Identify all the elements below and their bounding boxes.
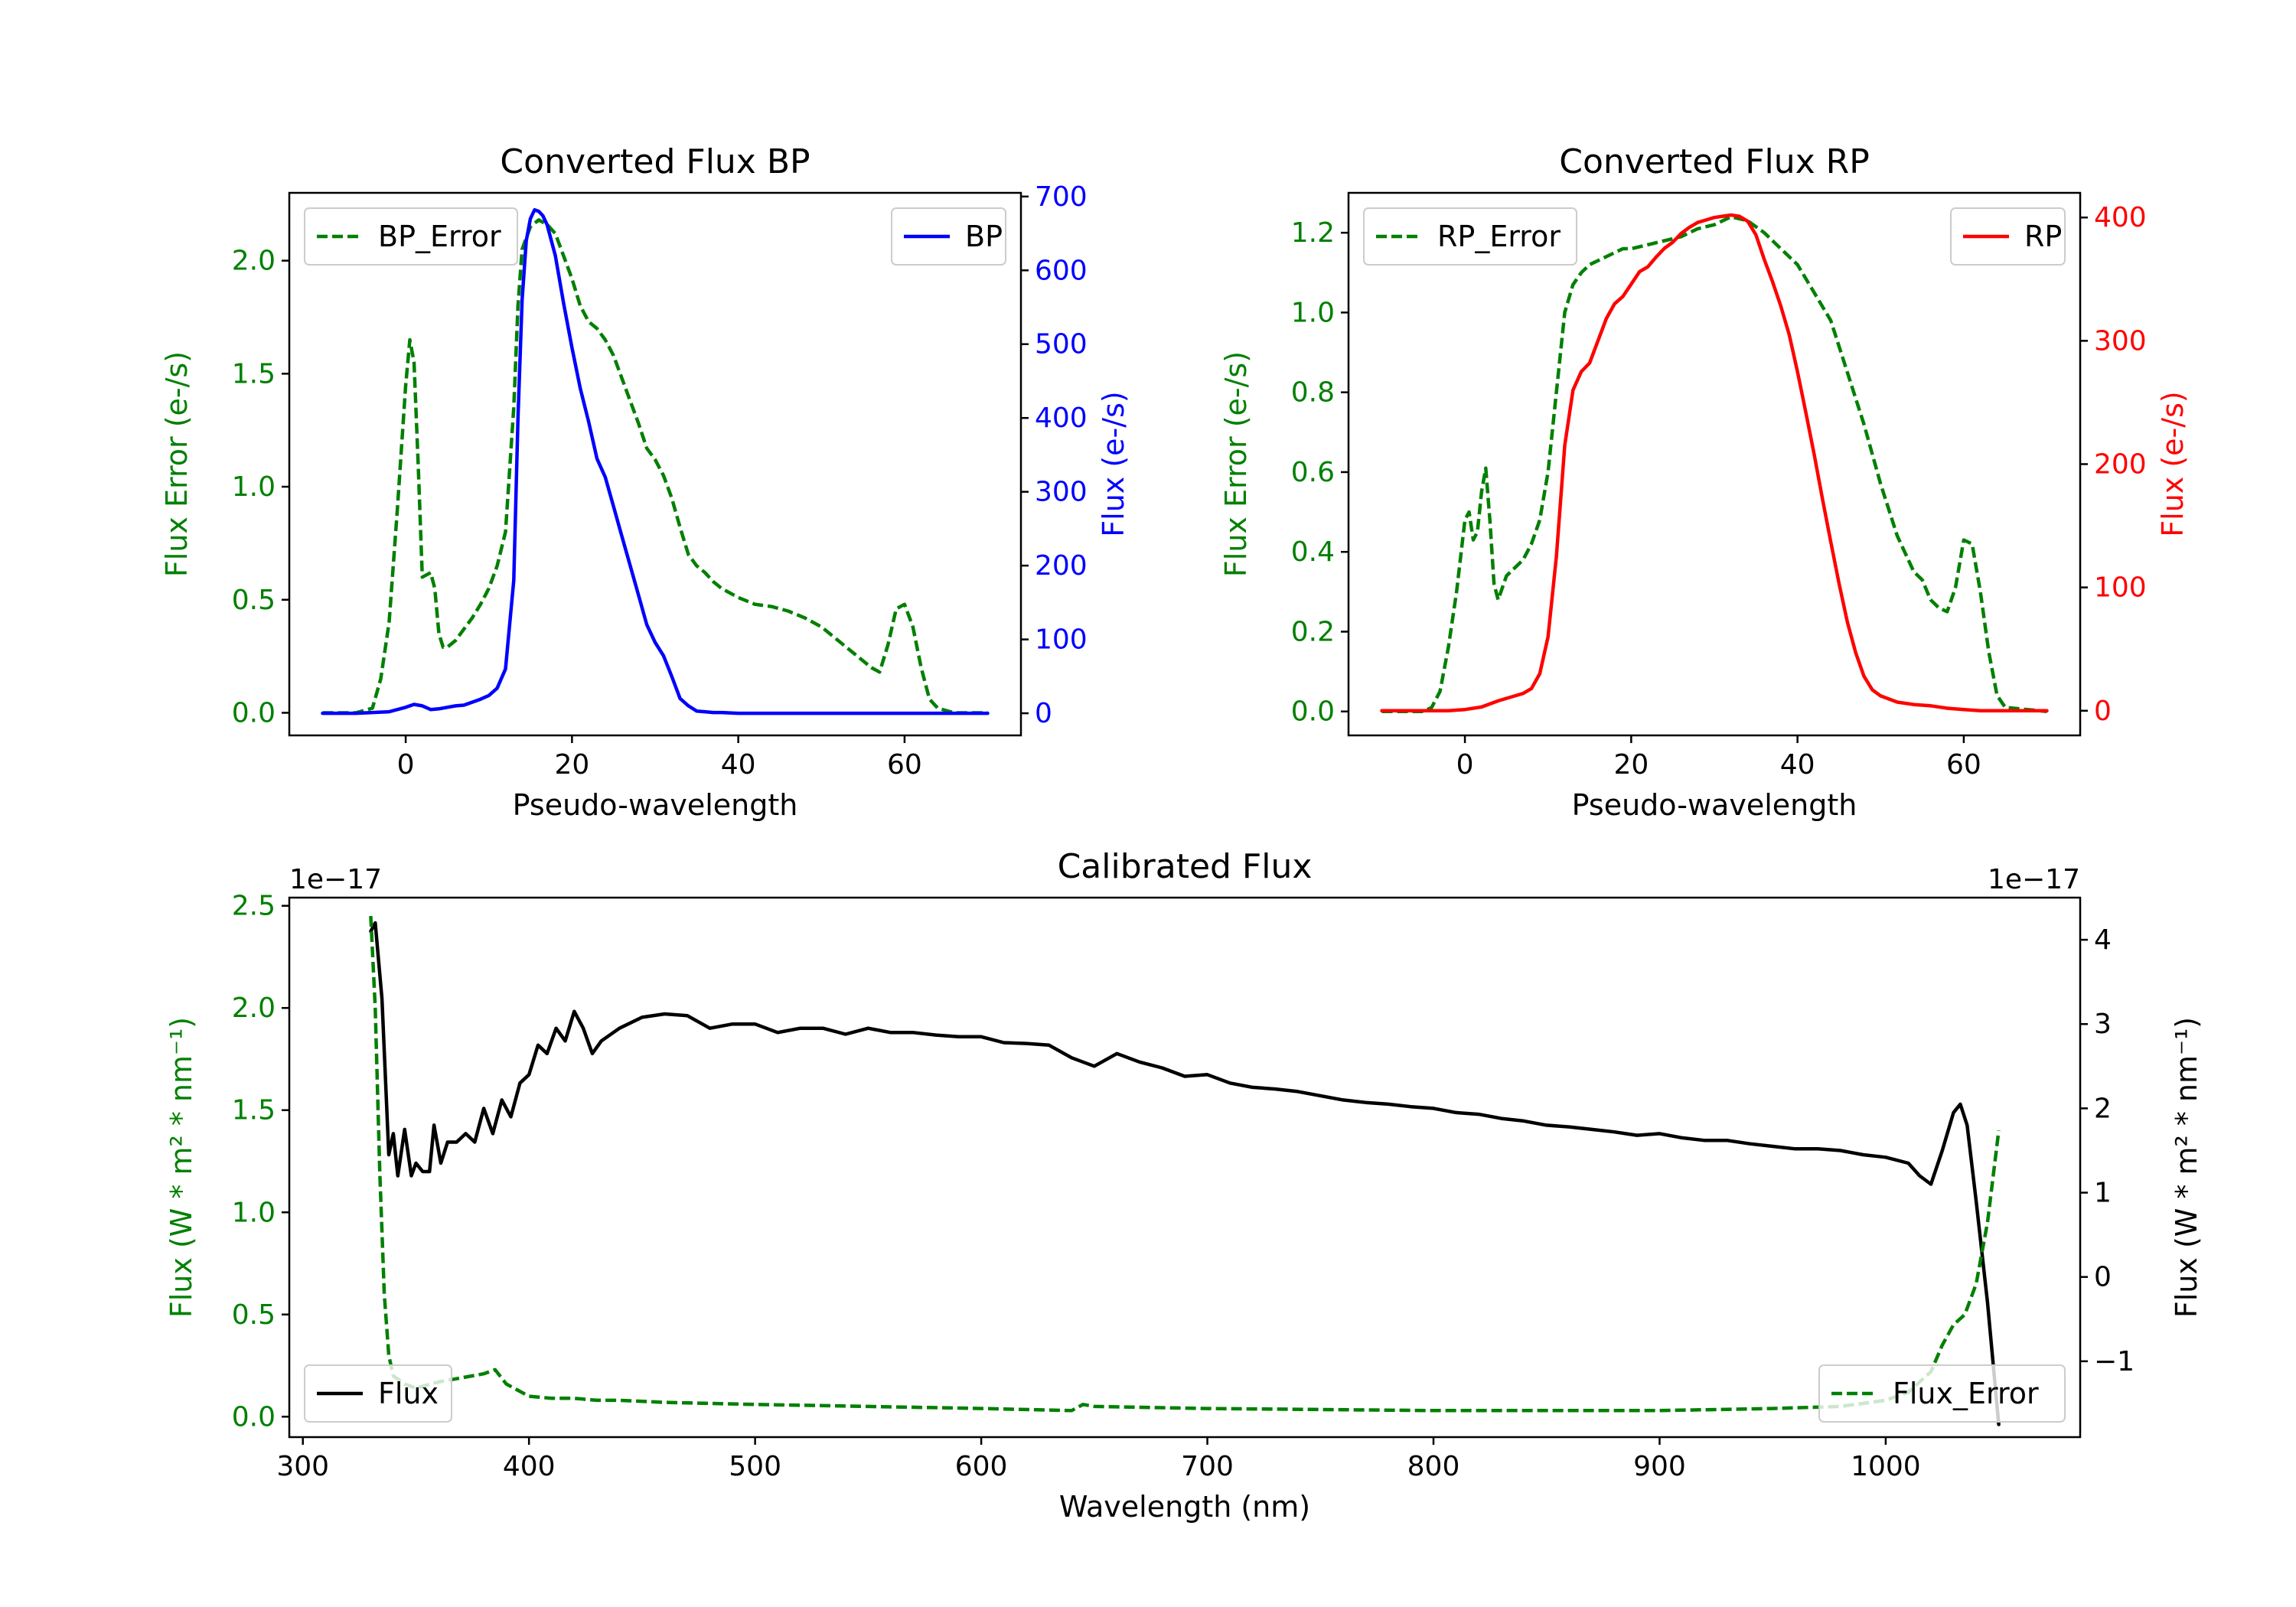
left-tick-label: 1.0: [1291, 297, 1335, 328]
legend-label: RP: [2024, 220, 2062, 253]
right-axis-label: Flux (e-/s): [2156, 391, 2190, 536]
left-offset-text: 1e−17: [289, 864, 382, 895]
x-tick-label: 900: [1633, 1451, 1686, 1482]
right-tick-label: 700: [1035, 181, 1088, 213]
chart-rp: 0 20 40 60 0.0 0.2 0.4 0.6 0.8 1.0 1.2 0 100 200 300 40…: [1219, 142, 2190, 822]
legend-rp_error: RP_Error: [1363, 207, 1577, 266]
left-tick-label: 0.5: [232, 585, 276, 616]
chart-title: Converted Flux BP: [500, 142, 810, 181]
series-line-rp_error: [1381, 215, 2047, 713]
chart-cal: 300 400 500 600 700 800 900 1000 0.0 0.5 1.0 1.5 2.0…: [165, 847, 2203, 1524]
x-axis-label: Wavelength (nm): [1059, 1490, 1310, 1524]
right-axis-label: Flux (W * m² * nm⁻¹): [2170, 1017, 2203, 1318]
right-axis-label: Flux (e-/s): [1097, 391, 1130, 536]
x-tick-label: 60: [887, 749, 922, 781]
x-tick-label: 600: [955, 1451, 1008, 1482]
legend-flux_error: Flux_Error: [1818, 1364, 2066, 1423]
left-tick-label: 1.0: [232, 471, 276, 503]
x-tick-label: 800: [1407, 1451, 1460, 1482]
chart-bp: 0 20 40 60 0.0 0.5 1.0 1.5 2.0 0 100 200 300 400 500 60…: [160, 142, 1130, 822]
chart-title: Converted Flux RP: [1559, 142, 1870, 181]
left-tick-label: 0.6: [1291, 457, 1335, 488]
right-tick-label: 200: [1035, 550, 1088, 582]
legend-label: Flux: [378, 1377, 439, 1410]
x-axis-label: Pseudo-wavelength: [1572, 788, 1857, 822]
left-tick-label: 0.0: [232, 1401, 276, 1433]
x-tick-label: 1000: [1851, 1451, 1921, 1482]
left-tick-label: 1.0: [232, 1197, 276, 1228]
x-tick-label: 40: [1780, 749, 1815, 781]
right-tick-label: 2: [2094, 1093, 2112, 1124]
x-tick-label: 500: [729, 1451, 781, 1482]
right-tick-label: 400: [2094, 202, 2147, 233]
legend-label: BP_Error: [378, 220, 501, 253]
x-tick-label: 20: [1613, 749, 1649, 781]
right-tick-label: −1: [2094, 1346, 2135, 1377]
right-tick-label: 300: [2094, 325, 2147, 357]
right-offset-text: 1e−17: [1988, 864, 2080, 895]
left-tick-label: 0.5: [232, 1299, 276, 1331]
legend-flux: Flux: [304, 1364, 452, 1423]
chart-title: Calibrated Flux: [1058, 847, 1313, 886]
series-line-bp: [321, 207, 990, 715]
right-tick-label: 4: [2094, 924, 2112, 956]
left-axis-label: Flux Error (e-/s): [1219, 351, 1253, 577]
left-axis-label: Flux Error (e-/s): [160, 351, 194, 577]
left-tick-label: 1.2: [1291, 217, 1335, 249]
legend-rp: RP: [1950, 207, 2066, 266]
x-tick-label: 20: [554, 749, 589, 781]
right-tick-label: 3: [2094, 1009, 2112, 1040]
x-tick-label: 0: [1456, 749, 1474, 781]
legend-label: RP_Error: [1437, 220, 1561, 253]
legend-box: [304, 1364, 452, 1423]
left-tick-label: 2.0: [232, 246, 276, 277]
legend-bp_error: BP_Error: [304, 207, 518, 266]
x-tick-label: 400: [503, 1451, 556, 1482]
legend-box: [1818, 1364, 2066, 1423]
plot-frame: [288, 191, 1022, 737]
right-tick-label: 300: [1035, 477, 1088, 508]
right-tick-label: 500: [1035, 329, 1088, 360]
plot-frame: [1347, 191, 2082, 737]
series-line-rp: [1380, 213, 2049, 713]
legend-bp: BP: [891, 207, 1006, 266]
right-tick-label: 0: [2094, 696, 2112, 727]
left-tick-label: 1.5: [232, 1095, 276, 1126]
x-axis-label: Pseudo-wavelength: [513, 788, 798, 822]
legend-label: Flux_Error: [1893, 1377, 2039, 1410]
legend-label: BP: [965, 220, 1003, 253]
series-line-flux: [369, 921, 2001, 1426]
series-line-bp_error: [322, 218, 988, 715]
left-tick-label: 0.8: [1291, 377, 1335, 409]
left-tick-label: 2.5: [232, 891, 276, 922]
right-tick-label: 200: [2094, 449, 2147, 481]
right-tick-label: 100: [1035, 624, 1088, 656]
left-tick-label: 0.4: [1291, 536, 1335, 568]
x-tick-label: 0: [397, 749, 415, 781]
legend-box: [304, 207, 518, 266]
x-tick-label: 40: [721, 749, 756, 781]
right-tick-label: 1: [2094, 1178, 2112, 1209]
right-tick-label: 400: [1035, 403, 1088, 434]
right-tick-label: 100: [2094, 572, 2147, 604]
series-line-flux_error: [369, 915, 2001, 1413]
left-axis-label: Flux (W * m² * nm⁻¹): [165, 1017, 198, 1318]
left-tick-label: 0.0: [1291, 696, 1335, 728]
left-tick-label: 0.0: [232, 697, 276, 729]
legend-box: [1363, 207, 1577, 266]
left-tick-label: 1.5: [232, 358, 276, 390]
x-tick-label: 60: [1946, 749, 1981, 781]
right-tick-label: 600: [1035, 255, 1088, 286]
left-tick-label: 2.0: [232, 993, 276, 1024]
right-tick-label: 0: [2094, 1262, 2112, 1293]
x-tick-label: 700: [1181, 1451, 1234, 1482]
x-tick-label: 300: [276, 1451, 329, 1482]
left-tick-label: 0.2: [1291, 616, 1335, 647]
plot-frame: [288, 896, 2082, 1439]
right-tick-label: 0: [1035, 698, 1052, 729]
